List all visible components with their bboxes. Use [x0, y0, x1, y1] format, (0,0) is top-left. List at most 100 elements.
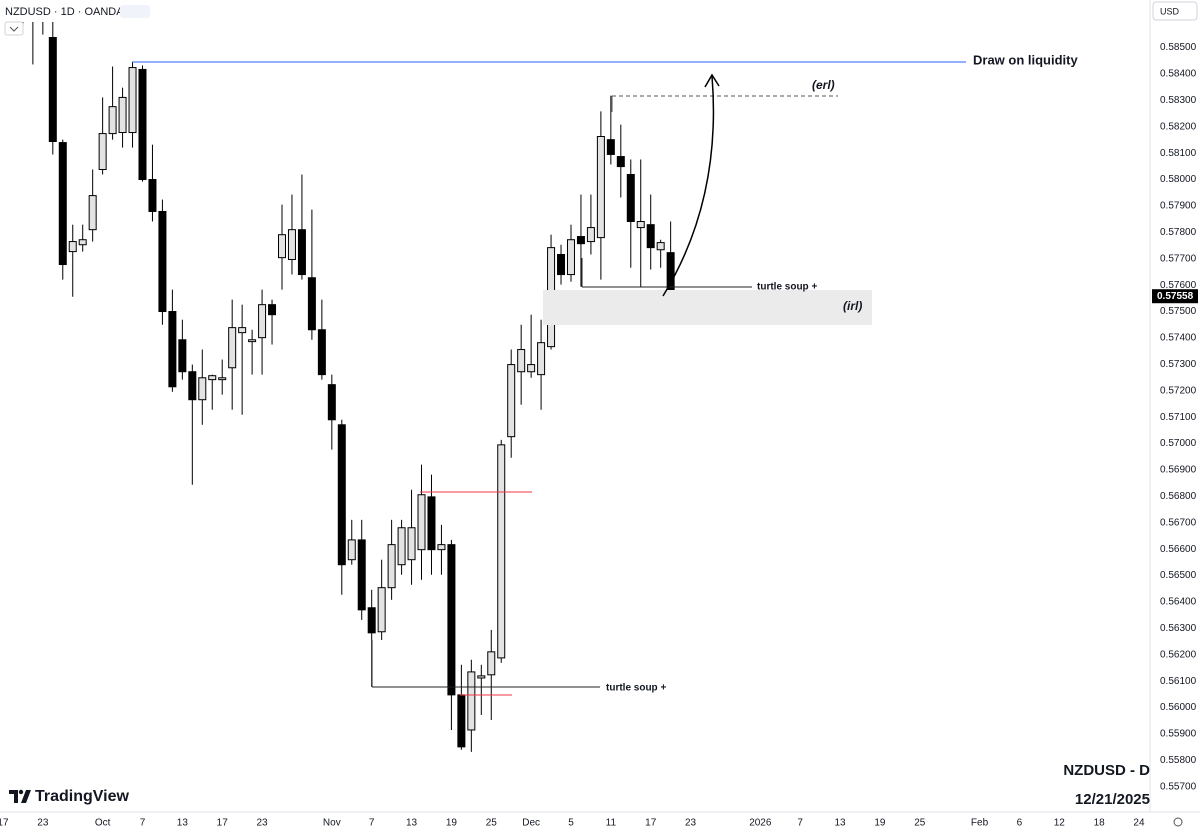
last-price-label: 0.57558 — [1157, 291, 1194, 302]
chart-date: 12/21/2025 — [1075, 791, 1150, 808]
annotation: (irl) — [843, 299, 862, 313]
candle-up — [278, 234, 287, 259]
candle-down — [48, 36, 57, 143]
y-tick-label: 0.56200 — [1160, 649, 1197, 660]
candle-up — [487, 651, 496, 676]
annotation: turtle soup + — [757, 282, 817, 293]
x-tick-label: 17 — [217, 818, 229, 829]
y-tick-label: 0.55900 — [1160, 729, 1197, 740]
candle-up — [198, 377, 207, 401]
y-tick-label: 0.56500 — [1160, 570, 1197, 581]
candle-down — [447, 544, 456, 696]
y-tick-label: 0.56700 — [1160, 517, 1197, 528]
candle-down — [606, 139, 615, 155]
x-tick-label: 25 — [914, 818, 926, 829]
y-tick-label: 0.56100 — [1160, 676, 1197, 687]
candle-up — [78, 239, 87, 246]
candle-up — [248, 339, 257, 343]
collapse-button[interactable] — [4, 21, 24, 36]
candle-down — [307, 277, 316, 331]
candle-down — [557, 254, 566, 276]
axis-labels: 0.58500 0.58400 0.58300 0.58200 0.58100 0.580… — [0, 42, 1198, 829]
y-tick-label: 0.56400 — [1160, 597, 1197, 608]
x-tick-label: 23 — [685, 818, 697, 829]
y-tick-label: 0.58200 — [1160, 121, 1197, 132]
brand-logo — [9, 790, 31, 803]
y-tick-label: 0.57900 — [1160, 201, 1197, 212]
candle-up — [537, 342, 546, 376]
candle-down — [148, 179, 157, 212]
candle-down — [297, 229, 306, 276]
annotation: (erl) — [812, 78, 835, 92]
x-tick-label: 13 — [177, 818, 189, 829]
y-tick-label: 0.57400 — [1160, 333, 1197, 344]
candle-down — [58, 142, 67, 266]
chevron — [9, 26, 19, 32]
candle-up — [108, 106, 117, 135]
candle-down — [268, 304, 277, 316]
y-tick-label: 0.58300 — [1160, 95, 1197, 106]
y-tick-label: 0.58400 — [1160, 69, 1197, 80]
settings-icon[interactable] — [1173, 817, 1183, 827]
x-tick-label: Dec — [522, 818, 540, 829]
candle-up — [437, 544, 446, 551]
candle-down — [616, 156, 625, 168]
x-tick-label: 17 — [0, 818, 9, 829]
candle-up — [467, 671, 476, 731]
candle-up — [656, 242, 665, 251]
candle-up — [88, 195, 97, 231]
candle-down — [327, 384, 336, 421]
y-tick-label: 0.58500 — [1160, 42, 1197, 53]
currency-button[interactable] — [1152, 1, 1198, 21]
y-tick-label: 0.55700 — [1160, 781, 1197, 792]
x-tick-label: Feb — [971, 818, 989, 829]
status-pill[interactable] — [120, 5, 150, 18]
y-tick-label: 0.57100 — [1160, 412, 1197, 423]
candle-up — [417, 494, 426, 551]
x-tick-label: 23 — [37, 818, 49, 829]
y-tick-label: 0.56300 — [1160, 623, 1197, 634]
candle-down — [337, 424, 346, 566]
x-tick-label: 17 — [645, 818, 657, 829]
y-tick-label: 0.57700 — [1160, 253, 1197, 264]
candle-down — [626, 174, 635, 223]
candle-up — [566, 239, 575, 276]
x-tick-label: 19 — [874, 818, 886, 829]
candle-up — [118, 96, 127, 134]
arrow — [662, 75, 715, 297]
x-tick-label: 2026 — [749, 818, 772, 829]
candle-up — [218, 377, 227, 381]
y-tick-label: 0.56600 — [1160, 544, 1197, 555]
candle-down — [178, 339, 187, 373]
y-tick-label: 0.57500 — [1160, 306, 1197, 317]
candle-up — [497, 444, 506, 659]
candle-up — [128, 67, 137, 134]
x-tick-label: 24 — [1133, 818, 1145, 829]
candle-down — [317, 329, 326, 376]
candle-up — [228, 327, 237, 369]
y-tick-label: 0.56800 — [1160, 491, 1197, 502]
candle-down — [427, 496, 436, 551]
last-price-badge — [1152, 289, 1198, 304]
watermark: NZDUSD - D — [1063, 762, 1150, 779]
y-tick-label: 0.57800 — [1160, 227, 1197, 238]
candle-up — [507, 364, 516, 438]
candle-up — [287, 229, 296, 261]
y-tick-label: 0.58000 — [1160, 174, 1197, 185]
arrow-head — [704, 73, 720, 88]
candle-down — [666, 252, 675, 297]
y-tick-label: 0.56000 — [1160, 702, 1197, 713]
brand: TradingView — [35, 788, 130, 805]
y-tick-label: 0.57600 — [1160, 280, 1197, 291]
x-tick-label: 12 — [1054, 818, 1066, 829]
y-tick-label: 0.57300 — [1160, 359, 1197, 370]
candle-up — [636, 221, 645, 229]
candle-down — [367, 607, 376, 634]
candle-down — [188, 371, 197, 401]
y-tick-label: 0.57200 — [1160, 385, 1197, 396]
brand-logo-dot — [18, 789, 24, 795]
x-tick-label: Oct — [95, 818, 111, 829]
x-tick-label: 19 — [446, 818, 458, 829]
candle-up — [596, 135, 605, 239]
